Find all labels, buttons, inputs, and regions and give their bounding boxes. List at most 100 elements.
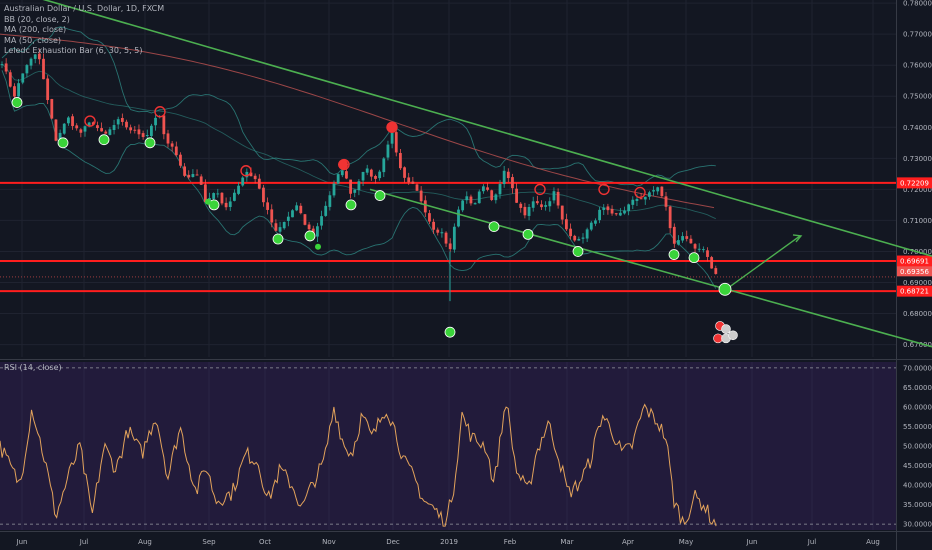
candle-body bbox=[75, 125, 79, 129]
candle-body bbox=[502, 170, 506, 185]
time-tick-label: Dec bbox=[386, 538, 400, 546]
price-tick-label: 0.67000 bbox=[903, 341, 932, 349]
candle-body bbox=[589, 222, 593, 230]
candle-body bbox=[648, 192, 651, 197]
chart-legend: Australian Dollar / U.S. Dollar, 1D, FXC… bbox=[4, 4, 164, 57]
candle-body bbox=[693, 244, 697, 249]
time-tick-label: Apr bbox=[622, 538, 634, 546]
candle-body bbox=[594, 220, 597, 224]
time-tick-label: Aug bbox=[138, 538, 152, 546]
candle-body bbox=[710, 257, 714, 269]
candle-body bbox=[195, 174, 199, 176]
candle-body bbox=[13, 86, 16, 97]
candle-body bbox=[519, 203, 523, 208]
time-tick-label: Feb bbox=[504, 538, 517, 546]
candle-body bbox=[199, 176, 203, 185]
candle-body bbox=[96, 125, 99, 129]
candle-body bbox=[369, 169, 373, 177]
candle-body bbox=[697, 248, 701, 250]
candle-body bbox=[174, 146, 178, 156]
candle-body bbox=[394, 132, 398, 153]
candle-body bbox=[170, 143, 174, 147]
candle-body bbox=[67, 117, 70, 124]
candle-body bbox=[262, 187, 265, 203]
price-tick-label: 0.75000 bbox=[903, 93, 932, 101]
candle-body bbox=[681, 236, 684, 241]
candle-body bbox=[486, 187, 489, 190]
candle-body bbox=[37, 53, 41, 60]
candle-body bbox=[282, 221, 286, 229]
candle-body bbox=[668, 206, 672, 229]
indicator-leledc[interactable]: Leledc Exhaustion Bar (6, 30, 5, 5) bbox=[4, 46, 143, 55]
candle-body bbox=[162, 115, 166, 135]
candle-body bbox=[428, 213, 431, 222]
exhaustion-bar-bear-marker-filled bbox=[338, 159, 348, 170]
candle-body bbox=[33, 54, 37, 59]
candle-body bbox=[469, 196, 473, 204]
candle-body bbox=[535, 201, 539, 204]
candle-body bbox=[672, 226, 676, 244]
time-tick-label: Jul bbox=[807, 538, 817, 546]
price-tick-label: 0.72000 bbox=[903, 186, 932, 194]
candle-body bbox=[224, 202, 228, 208]
exhaustion-bar-bull-marker bbox=[98, 134, 110, 146]
candle-body bbox=[411, 181, 415, 184]
candle-body bbox=[473, 203, 477, 205]
time-tick-label: May bbox=[679, 538, 693, 546]
exhaustion-bar-bear-marker bbox=[634, 186, 646, 199]
candle-body bbox=[145, 135, 149, 137]
rsi-tick-label: 45.0000 bbox=[903, 462, 932, 470]
event-marker bbox=[721, 324, 731, 334]
candle-body bbox=[299, 205, 303, 214]
candle-body bbox=[436, 229, 440, 233]
time-tick-label: Jun bbox=[16, 538, 28, 546]
candle-body bbox=[652, 190, 655, 192]
candle-body bbox=[419, 190, 423, 202]
event-marker bbox=[713, 333, 723, 344]
candle-body bbox=[270, 209, 274, 223]
indicator-ma200[interactable]: MA (200, close) bbox=[4, 25, 67, 34]
candle-body bbox=[465, 196, 469, 201]
level-price-label: 0.68721 bbox=[900, 288, 929, 296]
time-tick-label: Oct bbox=[259, 538, 271, 546]
price-tick-label: 0.78000 bbox=[903, 0, 932, 8]
candle-body bbox=[203, 184, 207, 202]
price-tick-label: 0.69000 bbox=[903, 279, 932, 287]
indicator-ma50[interactable]: MA (50, close) bbox=[4, 35, 62, 45]
candle-body bbox=[357, 181, 361, 191]
candle-body bbox=[386, 144, 390, 158]
projection-arrowhead bbox=[792, 234, 803, 243]
current-price-tag bbox=[897, 266, 932, 277]
exhaustion-bar-bear-marker bbox=[534, 183, 546, 196]
candle-body bbox=[477, 191, 481, 204]
candle-body bbox=[295, 205, 299, 211]
time-tick-label: 2019 bbox=[440, 538, 458, 546]
rsi-tick-label: 65.0000 bbox=[903, 384, 932, 392]
exhaustion-bar-bull-marker bbox=[688, 252, 700, 264]
candle-body bbox=[83, 126, 87, 132]
candle-body bbox=[382, 158, 386, 173]
candle-body bbox=[569, 228, 572, 237]
exhaustion-bar-bull-marker bbox=[488, 221, 500, 233]
candle-body bbox=[556, 191, 560, 206]
candle-body bbox=[677, 240, 680, 245]
candle-body bbox=[631, 199, 635, 205]
price-tick-label: 0.74000 bbox=[903, 124, 932, 132]
candle-body bbox=[407, 177, 411, 183]
candle-body bbox=[444, 232, 448, 244]
exhaustion-bar-bear-marker-filled bbox=[387, 122, 397, 133]
indicator-bb[interactable]: BB (20, close, 2) bbox=[4, 14, 70, 24]
exhaustion-bar-bear-marker bbox=[598, 183, 610, 196]
candle-body bbox=[378, 171, 382, 179]
candle-body bbox=[150, 125, 153, 137]
candle-body bbox=[461, 200, 465, 211]
candle-body bbox=[332, 183, 336, 196]
price-tick-label: 0.73000 bbox=[903, 155, 932, 163]
candle-body bbox=[249, 172, 253, 177]
candle-body bbox=[618, 212, 622, 216]
projection-arrow-line bbox=[726, 235, 801, 290]
candle-body bbox=[361, 171, 365, 181]
rsi-label[interactable]: RSI (14, close) bbox=[4, 363, 62, 372]
candle-body bbox=[266, 202, 269, 210]
